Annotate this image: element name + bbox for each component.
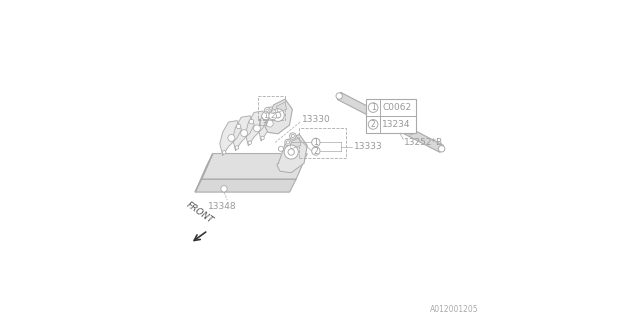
Polygon shape (290, 138, 301, 149)
Polygon shape (265, 99, 292, 134)
Text: 1: 1 (314, 138, 318, 147)
Circle shape (285, 139, 291, 146)
Text: 1: 1 (371, 103, 376, 112)
Circle shape (253, 125, 260, 132)
Polygon shape (277, 134, 307, 173)
Circle shape (275, 112, 281, 118)
Polygon shape (195, 154, 212, 192)
Circle shape (271, 109, 284, 121)
Circle shape (368, 110, 372, 114)
Text: 13330: 13330 (302, 116, 331, 124)
Text: 13333: 13333 (354, 142, 382, 151)
Circle shape (275, 110, 279, 114)
Text: 2: 2 (314, 147, 318, 156)
Text: 2: 2 (371, 120, 376, 129)
Circle shape (368, 120, 378, 129)
Circle shape (248, 141, 252, 144)
Text: 2: 2 (271, 113, 275, 119)
Circle shape (241, 130, 248, 137)
Text: 1: 1 (263, 113, 268, 119)
Text: 13333: 13333 (257, 119, 285, 128)
Circle shape (388, 121, 392, 124)
Circle shape (271, 110, 276, 114)
Bar (258, 96, 285, 120)
Circle shape (368, 103, 378, 112)
Polygon shape (195, 179, 296, 192)
Circle shape (288, 149, 294, 155)
Circle shape (261, 136, 264, 140)
Circle shape (262, 115, 266, 119)
Circle shape (312, 138, 320, 147)
Polygon shape (220, 121, 241, 155)
Text: 13234: 13234 (383, 120, 411, 129)
Circle shape (264, 108, 270, 113)
Polygon shape (202, 154, 307, 179)
Circle shape (249, 119, 253, 124)
Circle shape (312, 147, 320, 155)
Text: C0062: C0062 (383, 103, 412, 112)
Circle shape (284, 145, 298, 159)
Circle shape (262, 112, 269, 120)
Circle shape (228, 134, 235, 141)
Text: FRONT: FRONT (185, 201, 215, 226)
Text: A012001205: A012001205 (430, 305, 479, 314)
Circle shape (278, 146, 284, 151)
Circle shape (287, 141, 290, 144)
Polygon shape (337, 92, 444, 152)
Bar (300, 128, 346, 158)
Circle shape (266, 109, 269, 112)
Text: 13348: 13348 (208, 202, 237, 211)
Circle shape (336, 93, 342, 99)
Circle shape (221, 186, 227, 192)
Circle shape (289, 133, 296, 139)
Text: 13252*B: 13252*B (404, 138, 444, 147)
Circle shape (236, 124, 241, 129)
Circle shape (438, 146, 445, 152)
Bar (366, 99, 416, 133)
Polygon shape (233, 116, 254, 150)
Circle shape (236, 146, 239, 149)
Polygon shape (276, 102, 287, 112)
Circle shape (269, 112, 276, 120)
Circle shape (291, 134, 294, 138)
Polygon shape (259, 106, 280, 141)
Circle shape (409, 131, 413, 135)
Polygon shape (246, 111, 267, 146)
Circle shape (266, 120, 273, 127)
Circle shape (223, 151, 226, 154)
